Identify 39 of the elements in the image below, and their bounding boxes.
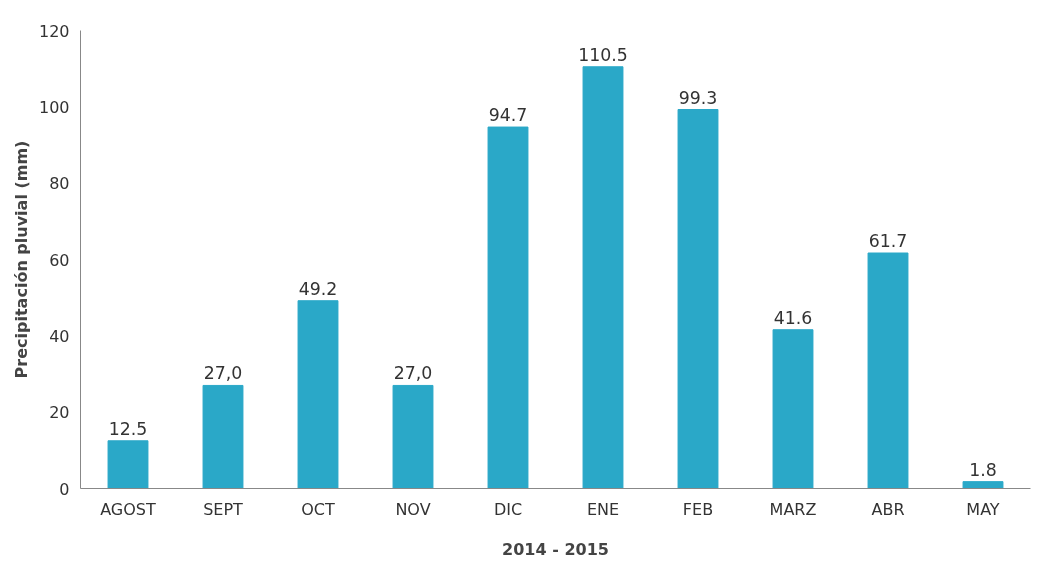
x-axis-title: 2014 - 2015 bbox=[502, 539, 609, 559]
y-tick-label: 20 bbox=[49, 403, 70, 423]
x-tick-label: FEB bbox=[682, 499, 714, 519]
bar bbox=[202, 384, 244, 489]
y-tick-label: 60 bbox=[49, 250, 70, 270]
data-label: 99.3 bbox=[678, 87, 718, 108]
x-tick-label: AGOST bbox=[100, 499, 157, 519]
data-label: 61.7 bbox=[868, 231, 908, 252]
bar bbox=[297, 300, 339, 489]
data-label: 1.8 bbox=[969, 459, 997, 480]
bar bbox=[107, 440, 149, 489]
y-axis-title: Precipitación pluvial (mm) bbox=[11, 140, 31, 379]
y-tick-label: 120 bbox=[38, 21, 70, 41]
bar bbox=[487, 126, 529, 489]
y-tick-label: 100 bbox=[38, 97, 70, 117]
x-tick-label: MAY bbox=[966, 499, 1000, 519]
data-label: 41.6 bbox=[773, 307, 813, 328]
y-tick-label: 40 bbox=[49, 326, 70, 346]
x-tick-label: NOV bbox=[395, 499, 431, 519]
data-label: 49.2 bbox=[298, 278, 338, 299]
data-label: 27,0 bbox=[393, 363, 433, 384]
data-label: 94.7 bbox=[488, 105, 528, 126]
bar bbox=[867, 252, 909, 489]
y-tick-label: 0 bbox=[59, 479, 70, 499]
x-tick-label: SEPT bbox=[203, 499, 244, 519]
data-label: 12.5 bbox=[108, 418, 148, 439]
bar bbox=[392, 384, 434, 489]
x-tick-label: ABR bbox=[871, 499, 905, 519]
x-tick-label: OCT bbox=[301, 499, 335, 519]
bar bbox=[962, 481, 1004, 489]
bar bbox=[677, 109, 719, 489]
x-tick-label: ENE bbox=[586, 499, 620, 519]
data-label: 110.5 bbox=[578, 44, 628, 65]
data-label: 27,0 bbox=[203, 363, 243, 384]
y-tick-label: 80 bbox=[49, 174, 70, 194]
bar bbox=[772, 329, 814, 489]
x-tick-label: DIC bbox=[493, 499, 523, 519]
bar bbox=[582, 66, 624, 489]
x-tick-label: MARZ bbox=[769, 499, 817, 519]
